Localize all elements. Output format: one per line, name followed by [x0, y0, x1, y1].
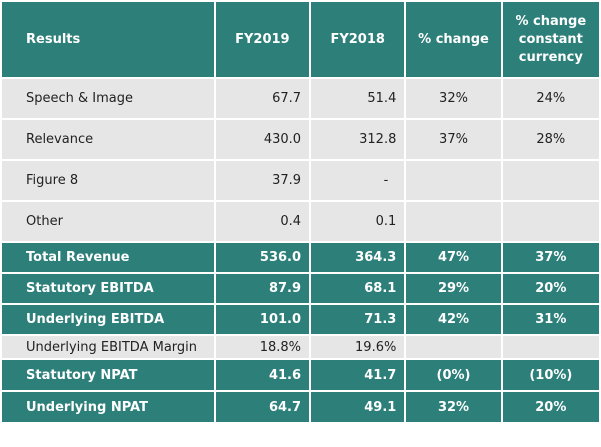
cell-pct-change: 32%	[406, 392, 501, 422]
results-table: Results FY2019 FY2018 % change % change …	[2, 2, 599, 422]
header-results: Results	[2, 2, 214, 77]
cell-fy2018: 49.1	[311, 392, 405, 422]
cell-pct-change-cc: (10%)	[502, 360, 599, 390]
row-label: Statutory NPAT	[2, 360, 214, 390]
header-fy2018: FY2018	[311, 2, 405, 77]
row-label: Statutory EBITDA	[2, 274, 214, 303]
row-label: Speech & Image	[2, 79, 214, 118]
cell-pct-change	[406, 202, 501, 241]
row-label: Relevance	[2, 120, 214, 159]
cell-fy2018: 71.3	[311, 305, 405, 334]
header-pct-change-constant-currency: % change constant currency	[502, 2, 599, 77]
row-label: Total Revenue	[2, 243, 214, 272]
header-fy2019: FY2019	[215, 2, 310, 77]
cell-pct-change-cc: 28%	[502, 120, 599, 159]
row-label: Underlying EBITDA	[2, 305, 214, 334]
cell-pct-change: 32%	[406, 79, 501, 118]
row-label: Underlying EBITDA Margin	[2, 336, 214, 358]
cell-pct-change: 37%	[406, 120, 501, 159]
table-row: Relevance 430.0 312.8 37% 28%	[2, 120, 599, 159]
cell-fy2019: 87.9	[215, 274, 310, 303]
table-row: Statutory EBITDA 87.9 68.1 29% 20%	[2, 274, 599, 303]
table-row: Speech & Image 67.7 51.4 32% 24%	[2, 79, 599, 118]
cell-fy2019: 64.7	[215, 392, 310, 422]
cell-pct-change-cc	[502, 161, 599, 200]
cell-fy2019: 430.0	[215, 120, 310, 159]
cell-fy2019: 67.7	[215, 79, 310, 118]
cell-fy2019: 18.8%	[215, 336, 310, 358]
cell-fy2018: 312.8	[311, 120, 405, 159]
table-row: Underlying EBITDA 101.0 71.3 42% 31%	[2, 305, 599, 334]
cell-pct-change-cc	[502, 202, 599, 241]
cell-pct-change: (0%)	[406, 360, 501, 390]
table-row: Statutory NPAT 41.6 41.7 (0%) (10%)	[2, 360, 599, 390]
cell-pct-change: 47%	[406, 243, 501, 272]
cell-fy2018: 51.4	[311, 79, 405, 118]
cell-fy2018: 0.1	[311, 202, 405, 241]
row-label: Underlying NPAT	[2, 392, 214, 422]
cell-pct-change-cc: 20%	[502, 392, 599, 422]
cell-fy2018: 364.3	[311, 243, 405, 272]
table-row: Other 0.4 0.1	[2, 202, 599, 241]
cell-pct-change: 42%	[406, 305, 501, 334]
cell-fy2018: 19.6%	[311, 336, 405, 358]
cell-fy2019: 41.6	[215, 360, 310, 390]
cell-fy2018: -	[311, 161, 405, 200]
cell-fy2019: 37.9	[215, 161, 310, 200]
row-label: Figure 8	[2, 161, 214, 200]
table-row: Figure 8 37.9 -	[2, 161, 599, 200]
cell-pct-change	[406, 336, 501, 358]
cell-fy2019: 0.4	[215, 202, 310, 241]
cell-fy2019: 101.0	[215, 305, 310, 334]
table-row: Total Revenue 536.0 364.3 47% 37%	[2, 243, 599, 272]
cell-fy2019: 536.0	[215, 243, 310, 272]
cell-fy2018: 68.1	[311, 274, 405, 303]
header-pct-change: % change	[406, 2, 501, 77]
table-header-row: Results FY2019 FY2018 % change % change …	[2, 2, 599, 77]
table-row: Underlying EBITDA Margin 18.8% 19.6%	[2, 336, 599, 358]
cell-pct-change-cc: 20%	[502, 274, 599, 303]
table-row: Underlying NPAT 64.7 49.1 32% 20%	[2, 392, 599, 422]
cell-pct-change-cc: 37%	[502, 243, 599, 272]
cell-pct-change-cc: 31%	[502, 305, 599, 334]
cell-pct-change-cc: 24%	[502, 79, 599, 118]
cell-fy2018: 41.7	[311, 360, 405, 390]
row-label: Other	[2, 202, 214, 241]
cell-pct-change-cc	[502, 336, 599, 358]
cell-pct-change	[406, 161, 501, 200]
cell-pct-change: 29%	[406, 274, 501, 303]
